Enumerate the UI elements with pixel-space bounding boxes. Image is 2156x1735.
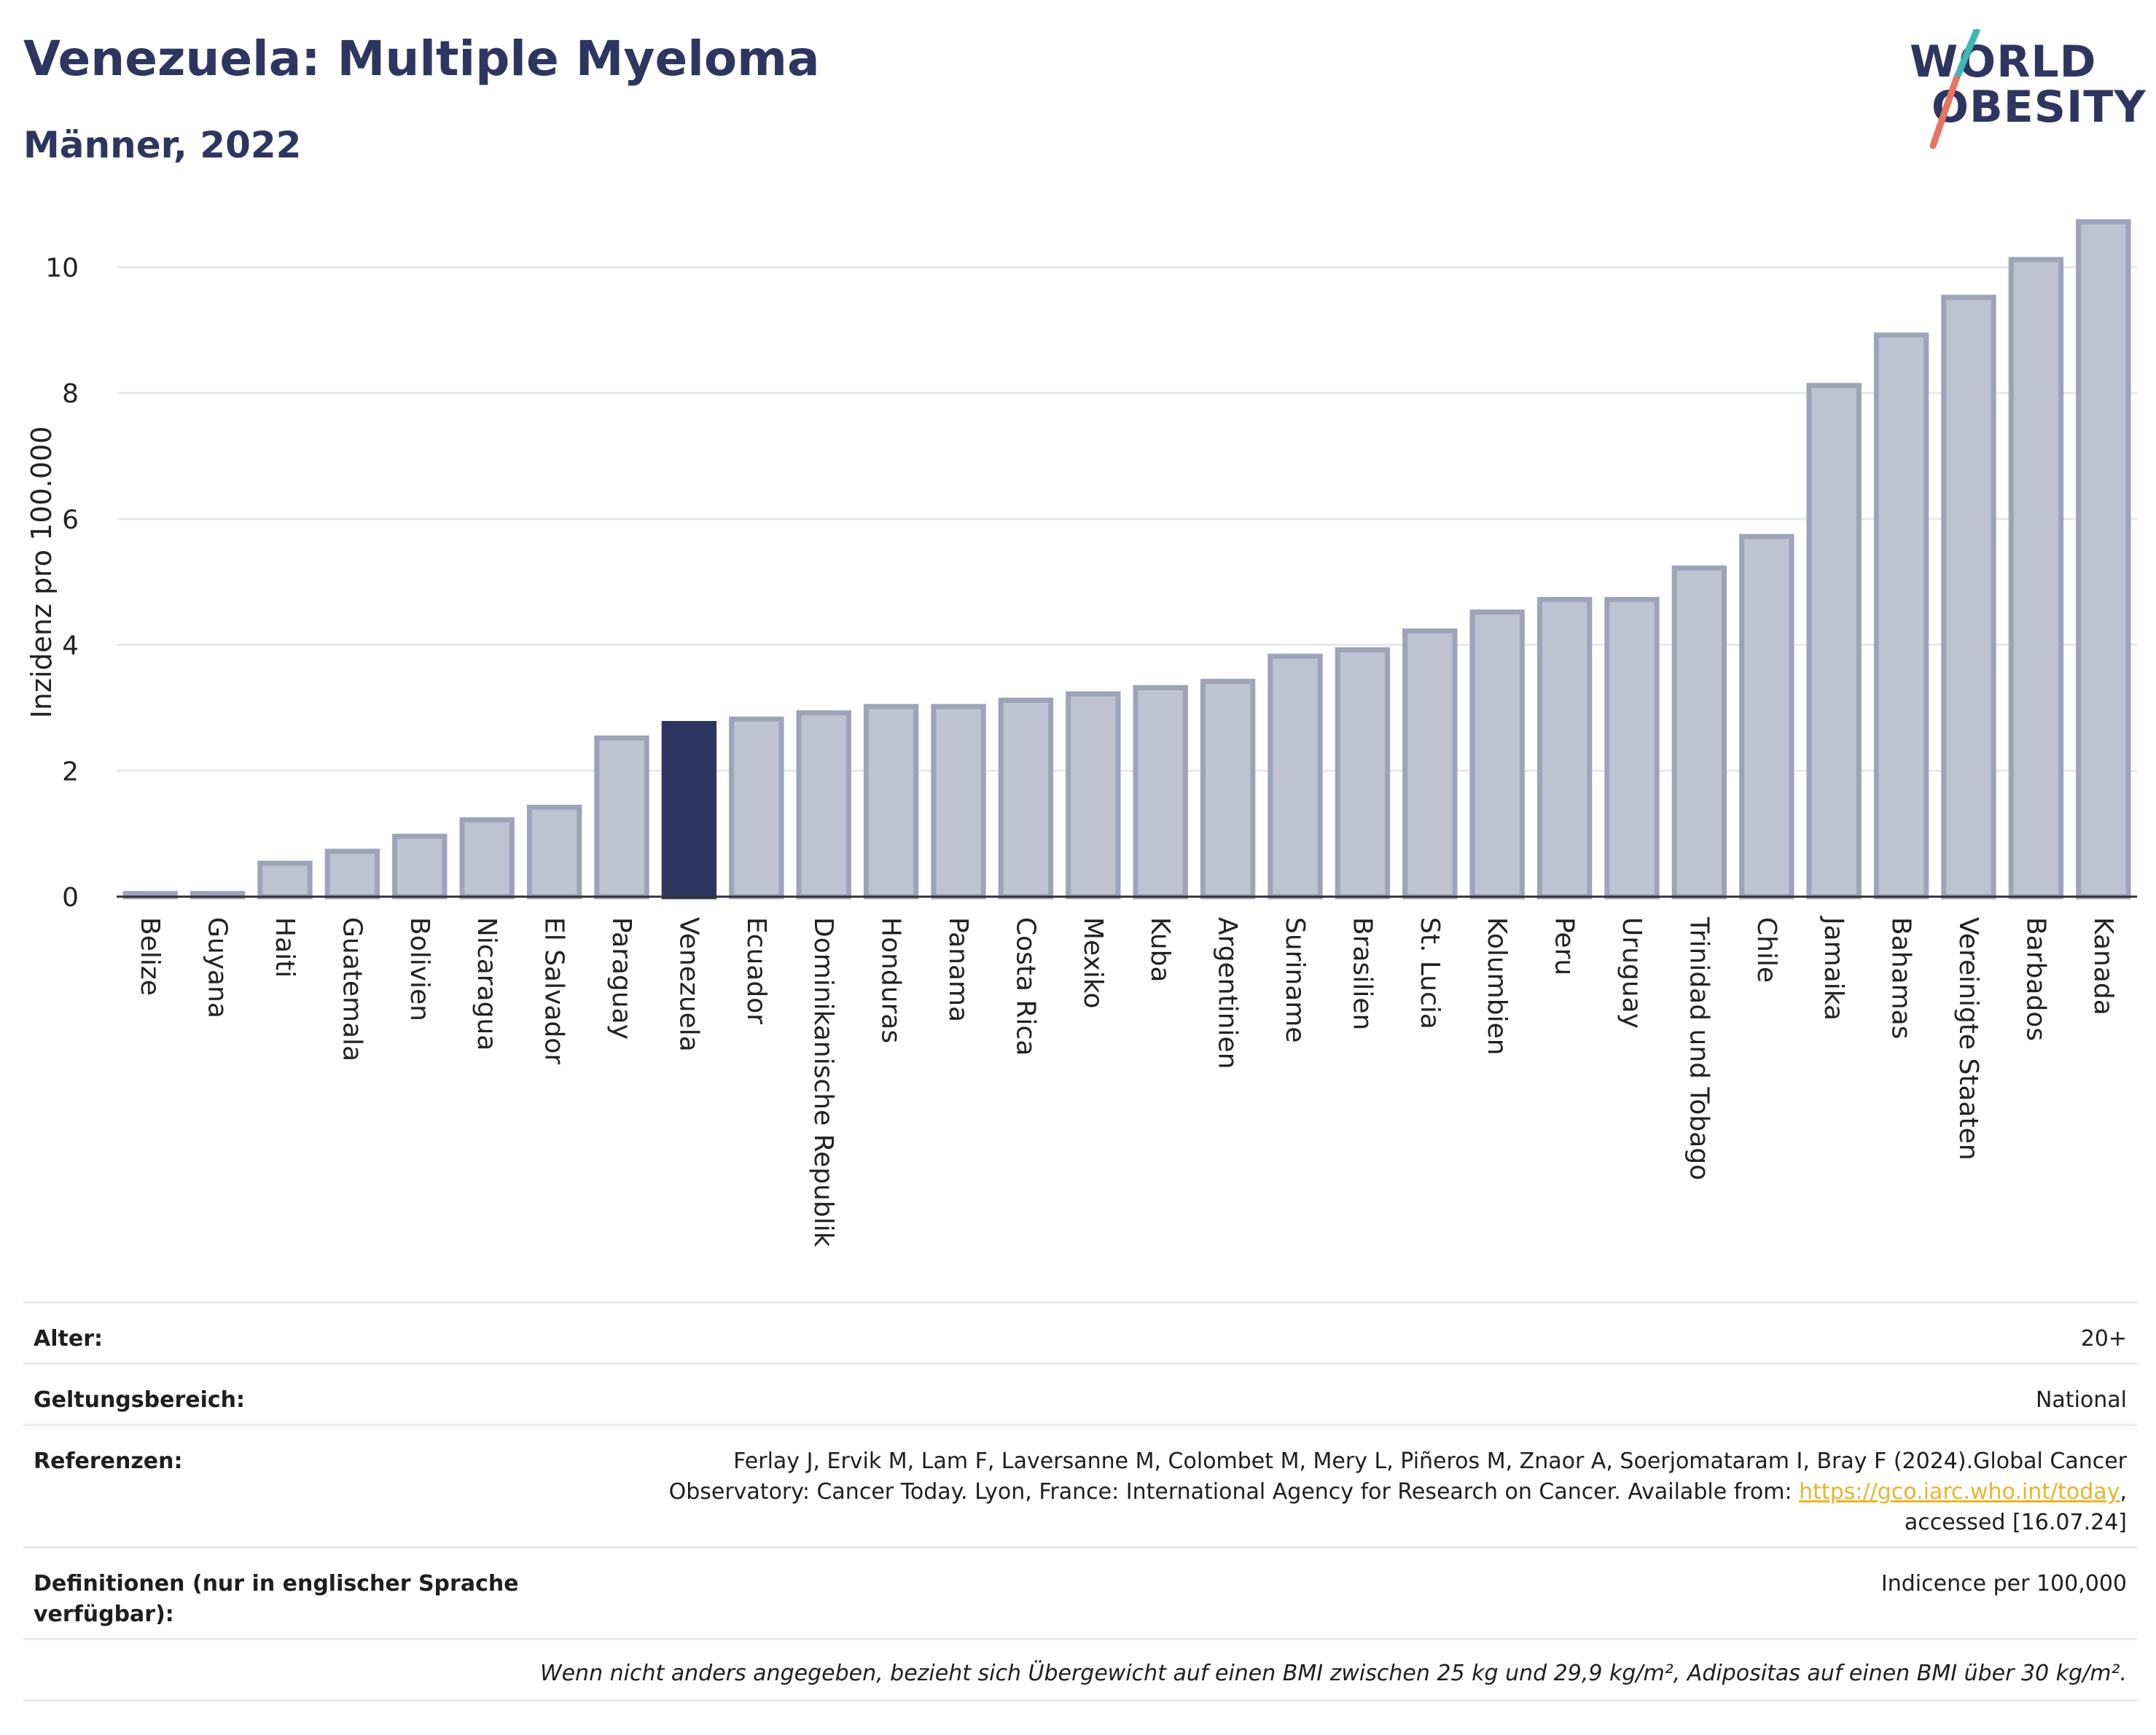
bar <box>526 804 582 900</box>
references-label: Referenzen: <box>34 1449 183 1474</box>
bar <box>1671 565 1727 900</box>
scope-label: Geltungsbereich: <box>34 1387 246 1413</box>
meta-row-footnote: Wenn nicht anders angegeben, bezieht sic… <box>23 1638 2137 1699</box>
x-tick-label: Argentinien <box>1213 917 1243 1069</box>
bar <box>459 817 515 900</box>
table-bottom-divider <box>23 1699 2137 1701</box>
x-tick-label: Guatemala <box>337 917 367 1061</box>
x-tick-label: Barbados <box>2020 917 2050 1041</box>
x-tick-label: Chile <box>1751 917 1781 983</box>
logo-line-1: WORLD <box>1910 36 2097 87</box>
x-tick-label: Vereinigte Staaten <box>1953 917 1983 1161</box>
bar <box>392 833 448 900</box>
x-tick-label: Haiti <box>270 917 300 978</box>
logo-line-2: OBESITY <box>1932 82 2147 133</box>
x-tick-label: Venezuela <box>673 917 703 1052</box>
bar <box>594 735 649 900</box>
x-tick-label: Ecuador <box>741 917 771 1024</box>
chart-subtitle: Männer, 2022 <box>23 124 302 166</box>
y-tick-label: 8 <box>62 379 79 409</box>
x-tick-label: Kanada <box>2088 917 2118 1015</box>
x-tick-label: Panama <box>943 917 973 1022</box>
chart-title: Venezuela: Multiple Myeloma <box>23 31 820 87</box>
x-tick-label: Mexiko <box>1078 917 1108 1008</box>
x-tick-label: Uruguay <box>1617 917 1647 1029</box>
x-tick-label: Kolumbien <box>1482 917 1512 1056</box>
x-tick-label: Trinidad und Tobago <box>1684 916 1714 1180</box>
bar <box>1268 653 1323 900</box>
x-tick-label: Jamaika <box>1819 916 1848 1021</box>
metadata-table: Alter: 20+ Geltungsbereich: National Ref… <box>23 1301 2137 1701</box>
bar <box>1604 596 1660 900</box>
bar <box>1402 628 1458 900</box>
bar <box>1469 609 1525 900</box>
y-tick-label: 0 <box>62 883 79 913</box>
meta-row-age: Alter: 20+ <box>23 1301 2137 1362</box>
x-tick-label: Belize <box>135 917 165 996</box>
x-tick-label: Nicaragua <box>472 917 501 1050</box>
scope-value: National <box>2035 1387 2127 1413</box>
bar <box>998 698 1054 900</box>
bar-highlight <box>661 721 717 900</box>
x-tick-label: Guyana <box>203 917 233 1018</box>
x-tick-label: Costa Rica <box>1010 917 1040 1056</box>
y-tick-label: 10 <box>45 253 79 283</box>
y-axis-label: Inzidenz pro 100.000 <box>26 426 58 719</box>
x-tick-label: Kuba <box>1145 917 1175 983</box>
meta-row-references: Referenzen: Ferlay J, Ervik M, Lam F, La… <box>23 1424 2137 1546</box>
y-tick-label: 6 <box>62 505 79 535</box>
logo-slash-icon <box>1929 29 1980 149</box>
x-tick-label: Dominikanische Republik <box>808 917 838 1247</box>
x-tick-label: Peru <box>1550 917 1579 975</box>
definitions-label: Definitionen (nur in englischer Sprache … <box>34 1571 519 1627</box>
world-obesity-logo: WORLD OBESITY <box>1895 29 2146 153</box>
x-tick-label: Bahamas <box>1886 917 1916 1040</box>
references-value: Ferlay J, Ervik M, Lam F, Laversanne M, … <box>596 1446 2127 1538</box>
bar <box>1739 534 1794 900</box>
bar <box>729 716 784 900</box>
bar <box>1335 647 1391 900</box>
references-link[interactable]: https://gco.iarc.who.int/today <box>1799 1479 2120 1505</box>
x-tick-label: El Salvador <box>539 917 569 1064</box>
bar-chart: 0 2 4 6 8 10 Inzidenz pro 100.000 Belize Guyana H… <box>26 219 2137 1247</box>
bar <box>863 703 919 900</box>
age-value: 20+ <box>2080 1326 2127 1352</box>
bar <box>2008 257 2064 900</box>
definitions-value: Indicence per 100,000 <box>1880 1571 2127 1596</box>
x-tick-label: Bolivien <box>405 917 434 1021</box>
meta-row-scope: Geltungsbereich: National <box>23 1362 2137 1424</box>
meta-row-definitions: Definitionen (nur in englischer Sprache … <box>23 1546 2137 1638</box>
bar <box>1133 685 1188 900</box>
bar <box>1200 679 1256 900</box>
bar <box>931 703 986 900</box>
x-tick-label: Suriname <box>1280 917 1310 1043</box>
x-tick-label: Brasilien <box>1347 917 1377 1030</box>
x-tick-label: St. Lucia <box>1415 917 1445 1029</box>
x-tick-label: Paraguay <box>606 917 636 1040</box>
bar <box>257 860 313 900</box>
footnote: Wenn nicht anders angegeben, bezieht sic… <box>539 1661 2127 1686</box>
y-tick-label: 4 <box>62 631 79 661</box>
x-tick-label: Honduras <box>876 917 906 1043</box>
bar <box>1806 383 1862 900</box>
bar <box>1536 596 1593 900</box>
bar <box>796 710 851 900</box>
age-label: Alter: <box>34 1326 103 1352</box>
y-tick-label: 2 <box>62 757 79 787</box>
bar <box>1941 295 1996 900</box>
bar <box>324 849 380 900</box>
bar <box>2076 219 2131 900</box>
references-accessed: , accessed [16.07.24] <box>1904 1479 2127 1535</box>
bar <box>1066 691 1121 900</box>
bar <box>1873 332 1929 900</box>
references-text: Ferlay J, Ervik M, Lam F, Laversanne M, … <box>668 1449 2127 1505</box>
